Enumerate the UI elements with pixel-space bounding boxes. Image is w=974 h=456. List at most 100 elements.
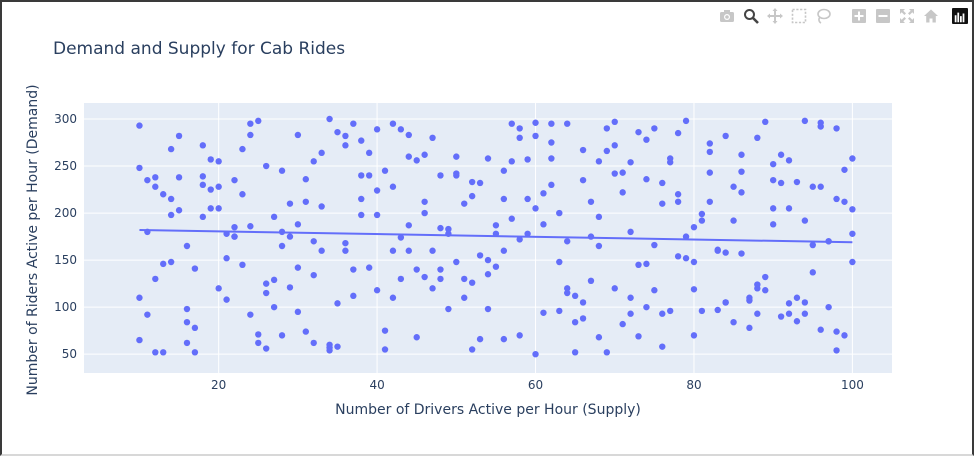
data-point[interactable] xyxy=(342,132,349,140)
camera-icon[interactable] xyxy=(716,6,738,26)
data-point[interactable] xyxy=(754,134,761,142)
data-point[interactable] xyxy=(270,276,278,284)
data-point[interactable] xyxy=(199,213,207,221)
data-point[interactable] xyxy=(429,285,436,292)
data-point[interactable] xyxy=(492,263,500,270)
data-point[interactable] xyxy=(611,142,618,149)
data-point[interactable] xyxy=(817,119,824,126)
data-point[interactable] xyxy=(286,233,294,240)
data-point[interactable] xyxy=(152,183,159,190)
data-point[interactable] xyxy=(207,186,214,193)
data-point[interactable] xyxy=(302,328,310,335)
data-point[interactable] xyxy=(358,172,365,179)
data-point[interactable] xyxy=(595,334,603,341)
data-point[interactable] xyxy=(738,250,745,257)
data-point[interactable] xyxy=(548,139,555,146)
data-point[interactable] xyxy=(627,294,634,301)
data-point[interactable] xyxy=(619,320,626,328)
data-point[interactable] xyxy=(183,242,191,250)
data-point[interactable] xyxy=(468,192,476,200)
data-point[interactable] xyxy=(215,158,222,165)
data-point[interactable] xyxy=(540,309,547,316)
data-point[interactable] xyxy=(310,339,317,347)
data-point[interactable] xyxy=(476,252,484,259)
data-point[interactable] xyxy=(453,170,460,177)
data-point[interactable] xyxy=(160,260,167,268)
data-point[interactable] xyxy=(508,215,515,222)
data-point[interactable] xyxy=(381,346,389,353)
data-point[interactable] xyxy=(239,191,246,198)
data-point[interactable] xyxy=(247,223,254,230)
data-point[interactable] xyxy=(730,318,737,326)
data-point[interactable] xyxy=(342,247,349,254)
data-point[interactable] xyxy=(674,198,682,205)
data-point[interactable] xyxy=(262,345,270,352)
data-point[interactable] xyxy=(468,178,476,186)
data-point[interactable] xyxy=(809,241,816,249)
data-point[interactable] xyxy=(334,343,341,350)
data-point[interactable] xyxy=(777,179,785,187)
data-point[interactable] xyxy=(690,223,698,231)
data-point[interactable] xyxy=(468,346,476,353)
data-point[interactable] xyxy=(532,205,539,212)
data-point[interactable] xyxy=(453,153,460,160)
data-point[interactable] xyxy=(627,228,634,236)
data-point[interactable] xyxy=(421,198,428,205)
data-point[interactable] xyxy=(136,294,143,301)
data-point[interactable] xyxy=(373,126,381,133)
data-point[interactable] xyxy=(714,247,721,254)
data-point[interactable] xyxy=(769,160,777,168)
data-point[interactable] xyxy=(762,273,769,281)
data-point[interactable] xyxy=(817,326,824,333)
data-point[interactable] xyxy=(769,205,777,212)
data-point[interactable] xyxy=(358,211,365,219)
data-point[interactable] xyxy=(817,183,824,190)
data-point[interactable] xyxy=(532,350,539,358)
data-point[interactable] xyxy=(801,310,809,317)
data-point[interactable] xyxy=(175,132,183,140)
data-point[interactable] xyxy=(674,191,682,198)
data-point[interactable] xyxy=(611,285,618,292)
data-point[interactable] xyxy=(231,176,238,184)
data-point[interactable] xyxy=(373,211,381,219)
data-point[interactable] xyxy=(698,307,706,315)
data-point[interactable] xyxy=(564,289,571,297)
data-point[interactable] xyxy=(461,200,468,207)
data-point[interactable] xyxy=(706,169,714,176)
data-point[interactable] xyxy=(476,179,484,187)
plotly-logo-icon[interactable] xyxy=(952,8,968,24)
data-point[interactable] xyxy=(500,195,508,203)
data-point[interactable] xyxy=(262,289,270,297)
data-point[interactable] xyxy=(160,191,167,198)
data-point[interactable] xyxy=(278,332,286,339)
data-point[interactable] xyxy=(587,277,595,285)
data-point[interactable] xyxy=(738,189,745,196)
data-point[interactable] xyxy=(160,349,167,356)
data-point[interactable] xyxy=(381,327,389,334)
data-point[interactable] xyxy=(706,148,714,156)
data-point[interactable] xyxy=(373,287,381,294)
data-point[interactable] xyxy=(722,132,729,140)
data-point[interactable] xyxy=(310,158,317,165)
data-point[interactable] xyxy=(516,134,523,142)
data-point[interactable] xyxy=(619,169,626,176)
data-point[interactable] xyxy=(651,241,658,249)
data-point[interactable] xyxy=(389,183,397,190)
data-point[interactable] xyxy=(769,221,777,228)
data-point[interactable] xyxy=(310,238,317,245)
autoscale-icon[interactable] xyxy=(896,6,918,26)
data-point[interactable] xyxy=(421,209,428,217)
data-point[interactable] xyxy=(199,181,207,189)
data-point[interactable] xyxy=(286,200,294,207)
data-point[interactable] xyxy=(841,166,848,173)
data-point[interactable] xyxy=(350,292,357,300)
data-point[interactable] xyxy=(445,225,452,233)
data-point[interactable] xyxy=(231,223,238,231)
data-point[interactable] xyxy=(635,261,642,269)
data-point[interactable] xyxy=(421,151,428,158)
data-point[interactable] xyxy=(785,310,793,317)
data-point[interactable] xyxy=(777,313,785,320)
data-point[interactable] xyxy=(429,247,436,254)
data-point[interactable] xyxy=(500,335,508,343)
data-point[interactable] xyxy=(603,125,611,132)
